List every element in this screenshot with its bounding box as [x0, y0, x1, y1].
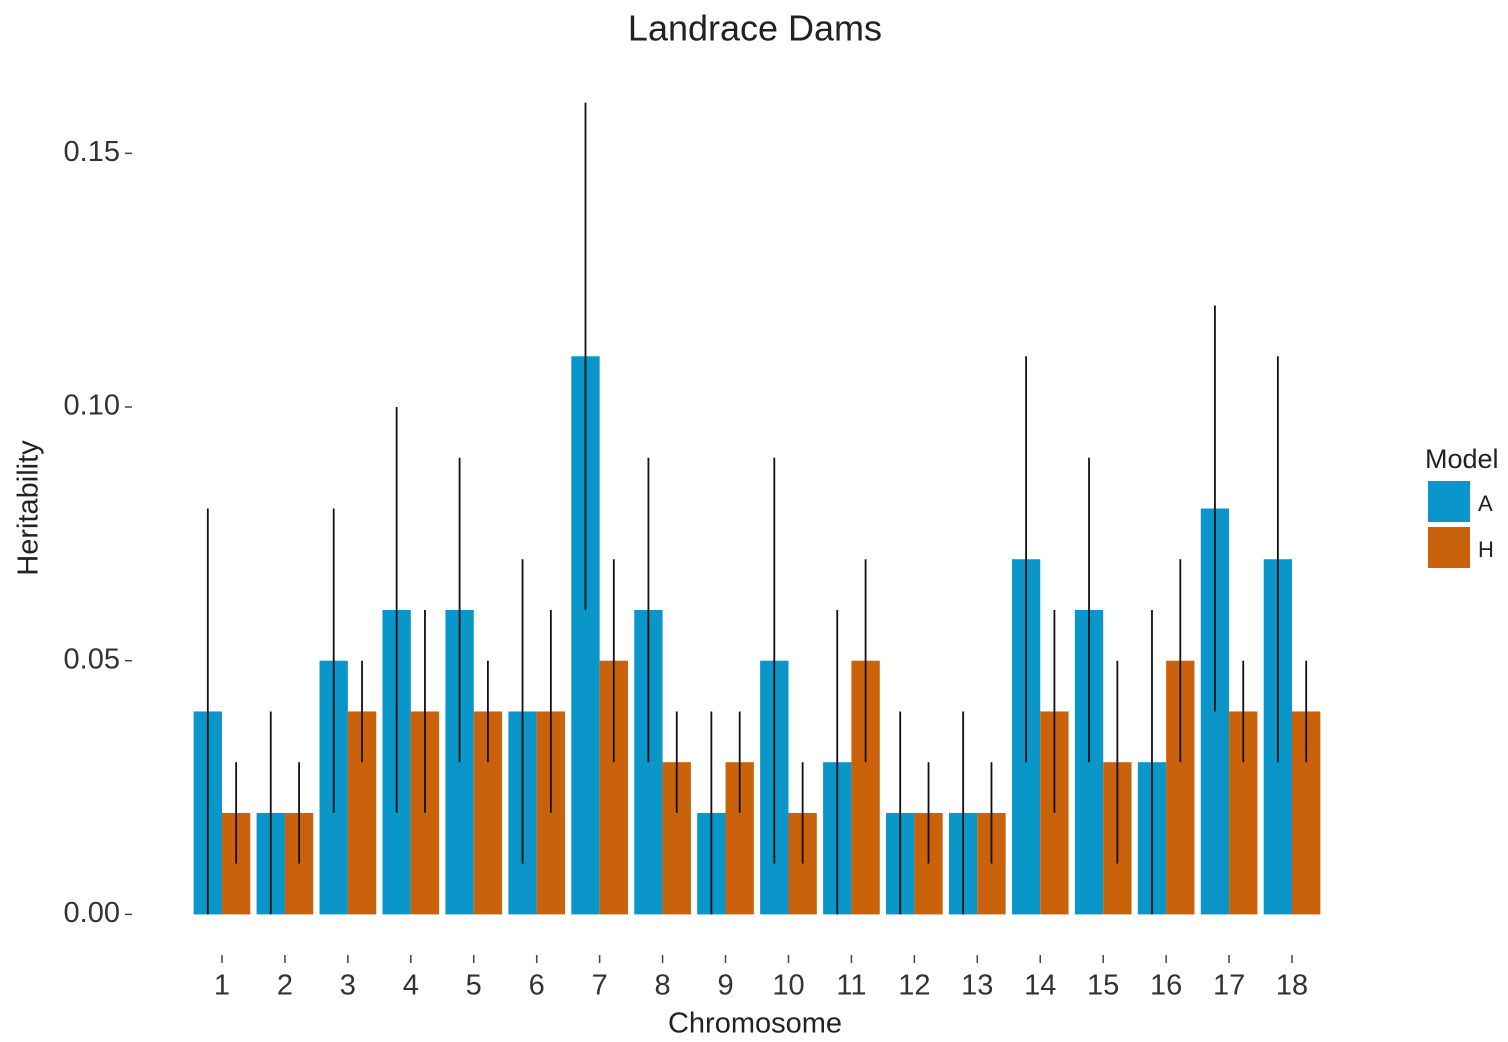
x-tick-label: 11: [836, 970, 866, 1002]
y-tick-label: 0.05: [64, 643, 120, 675]
chart-title: Landrace Dams: [628, 8, 882, 49]
x-tick-label: 1: [214, 970, 230, 1002]
legend-swatch: [1428, 481, 1470, 522]
y-axis-title: Heritability: [13, 440, 45, 576]
y-tick-label: 0.00: [64, 897, 120, 929]
legend-label: H: [1478, 537, 1494, 562]
x-tick-label: 7: [592, 970, 608, 1002]
x-tick-label: 3: [340, 970, 356, 1002]
x-tick-label: 13: [961, 970, 993, 1002]
x-tick-label: 5: [466, 970, 482, 1002]
x-tick-label: 10: [772, 970, 804, 1002]
x-tick-label: 2: [277, 970, 293, 1002]
x-tick-label: 14: [1024, 970, 1056, 1002]
x-tick-label: 4: [403, 970, 419, 1002]
x-axis-title: Chromosome: [668, 1008, 842, 1040]
y-tick-label: 0.15: [64, 136, 120, 168]
x-tick-label: 17: [1213, 970, 1245, 1002]
x-tick-label: 18: [1276, 970, 1308, 1002]
x-tick-label: 9: [717, 970, 733, 1002]
x-tick-label: 15: [1087, 970, 1119, 1002]
legend-title: Model: [1425, 444, 1499, 474]
x-tick-label: 8: [655, 970, 671, 1002]
legend-swatch: [1428, 527, 1470, 568]
x-tick-label: 6: [529, 970, 545, 1002]
y-tick-label: 0.10: [64, 390, 120, 422]
legend-label: A: [1478, 491, 1493, 516]
x-tick-label: 16: [1150, 970, 1182, 1002]
x-tick-label: 12: [898, 970, 930, 1002]
